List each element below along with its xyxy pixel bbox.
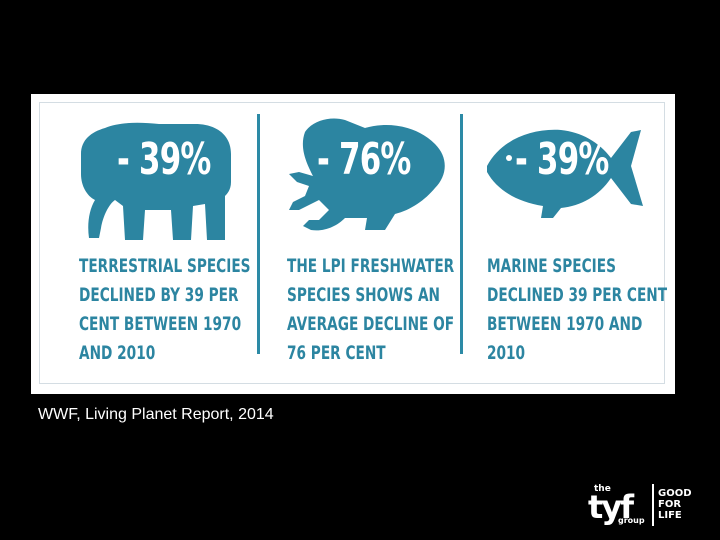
logo-name: tyf — [588, 488, 634, 526]
infographic-frame — [39, 102, 665, 384]
logo-group: group — [618, 516, 645, 525]
divider-right — [460, 114, 463, 354]
logo-tagline: GOOD FOR LIFE — [658, 488, 692, 521]
logo-divider — [652, 484, 654, 526]
elephant-icon — [81, 122, 231, 240]
terrestrial-percent: - 39% — [117, 134, 211, 185]
tyf-logo: the tyf group GOOD FOR LIFE — [588, 484, 708, 530]
divider-left — [257, 114, 260, 354]
source-caption: WWF, Living Planet Report, 2014 — [38, 406, 274, 423]
infographic-panel: - 39% TERRESTRIAL SPECIES DECLINED BY 39… — [31, 94, 675, 394]
freshwater-description: THE LPI FRESHWATER SPECIES SHOWS AN AVER… — [287, 255, 455, 364]
logo-the: the — [594, 484, 611, 494]
fish-icon — [487, 129, 643, 218]
terrestrial-description: TERRESTRIAL SPECIES DECLINED BY 39 PER C… — [79, 255, 251, 364]
freshwater-percent: - 76% — [317, 134, 411, 185]
frog-icon — [289, 118, 445, 231]
marine-percent: - 39% — [515, 134, 609, 185]
marine-description: MARINE SPECIES DECLINED 39 PER CENT BETW… — [487, 255, 668, 364]
